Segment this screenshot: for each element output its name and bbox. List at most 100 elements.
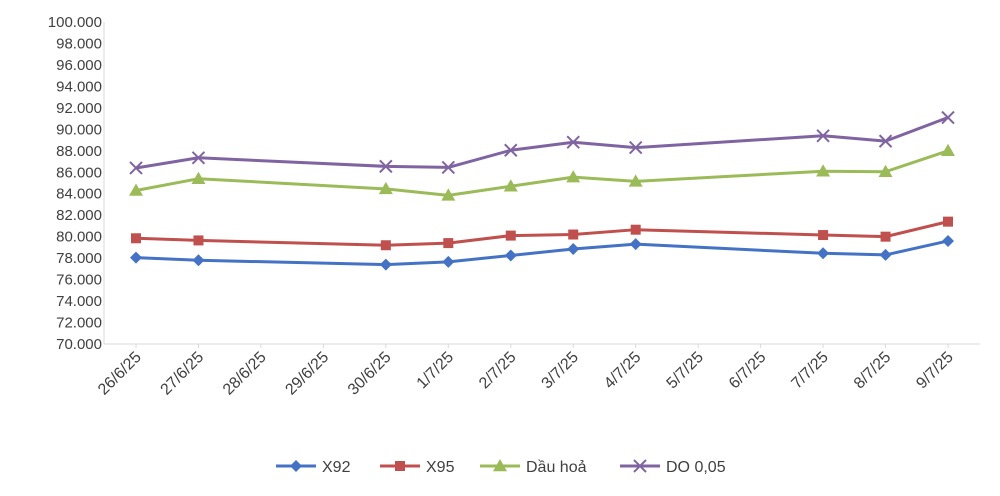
data-point-x92 xyxy=(567,243,580,256)
data-point-do-0-05-stroke xyxy=(504,143,518,157)
data-point-x95 xyxy=(880,231,891,242)
data-point-d-u-ho xyxy=(878,164,893,177)
legend-marker xyxy=(290,460,302,472)
y-tick-label: 94.000 xyxy=(56,78,102,95)
data-point-do-0-05-stroke xyxy=(379,159,393,174)
x-tick-label: 5/7/25 xyxy=(664,349,708,393)
data-point-d-u-ho xyxy=(566,170,581,183)
data-point-do-0-05 xyxy=(878,134,893,148)
legend-marker xyxy=(633,459,647,473)
x-tick-label: 28/6/25 xyxy=(220,349,270,399)
legend-label: X95 xyxy=(426,459,455,476)
series-line-d-u-ho xyxy=(134,149,950,197)
y-tick-label: 70.000 xyxy=(56,336,102,353)
data-point-do-0-05 xyxy=(628,140,643,155)
data-point-x92 xyxy=(629,238,642,251)
data-point-d-u-ho xyxy=(816,164,831,177)
series-line-x92 xyxy=(134,239,950,267)
data-point-x95 xyxy=(568,229,579,240)
data-point-do-0-05 xyxy=(816,129,830,143)
x-tick-label: 8/7/25 xyxy=(851,349,895,393)
y-tick-label: 90.000 xyxy=(56,121,102,138)
x-tick-label: 3/7/25 xyxy=(539,349,583,393)
series-layer xyxy=(129,110,955,271)
data-point-do-0-05-stroke xyxy=(441,160,456,175)
data-point-x92 xyxy=(442,255,455,268)
data-point-do-0-05 xyxy=(129,161,143,175)
x-tick-label: 9/7/25 xyxy=(913,349,957,393)
legend-marker xyxy=(395,461,405,471)
legend: X92 X95 Dầu hoả DO 0,05 xyxy=(276,459,726,476)
y-tick-label: 72.000 xyxy=(56,315,102,332)
data-point-x92 xyxy=(879,248,892,261)
legend-item-x95: X95 xyxy=(380,459,455,476)
axes: 70.000 72.000 74.000 76.000 78.000 80.000 82.0… xyxy=(48,14,980,399)
data-point-d-u-ho xyxy=(941,143,955,157)
data-point-x92 xyxy=(817,247,830,260)
legend-label: Dầu hoả xyxy=(526,459,587,476)
data-point-x92 xyxy=(504,249,517,262)
data-point-x92 xyxy=(192,254,205,267)
series-x95 xyxy=(131,216,953,251)
y-tick-label: 80.000 xyxy=(56,229,102,246)
x-tick-label: 30/6/25 xyxy=(345,349,395,399)
legend-item-d-u-ho: Dầu hoả xyxy=(480,459,587,476)
data-point-do-0-05-stroke xyxy=(191,151,206,165)
x-tick-label: 29/6/25 xyxy=(282,349,332,399)
data-point-x95 xyxy=(131,233,141,244)
data-point-x95 xyxy=(630,224,641,235)
data-point-do-0-05-stroke xyxy=(129,161,143,175)
legend-marker-stroke xyxy=(633,459,647,473)
data-point-do-0-05-stroke xyxy=(566,135,580,149)
data-point-x95 xyxy=(505,230,516,241)
data-point-do-0-05-stroke xyxy=(941,110,955,125)
y-tick-label: 84.000 xyxy=(56,186,102,203)
y-tick-label: 98.000 xyxy=(56,35,102,52)
data-point-d-u-ho xyxy=(441,188,456,201)
series-line-x95 xyxy=(134,220,950,247)
data-point-do-0-05 xyxy=(441,160,456,175)
data-point-d-u-ho xyxy=(628,174,643,187)
y-tick-label: 76.000 xyxy=(56,272,102,289)
data-point-x95 xyxy=(943,216,953,227)
data-point-x95 xyxy=(193,235,204,246)
data-point-x95 xyxy=(818,230,829,241)
y-tick-label: 78.000 xyxy=(56,250,102,267)
data-point-x92 xyxy=(379,258,392,271)
y-tick-label: 82.000 xyxy=(56,207,102,224)
data-point-x92 xyxy=(130,251,142,264)
data-point-do-0-05 xyxy=(941,110,955,125)
data-point-d-u-ho xyxy=(129,183,143,196)
x-tick-label: 26/6/25 xyxy=(95,349,145,399)
x-tick-label: 7/7/25 xyxy=(788,349,832,393)
series-x92 xyxy=(130,234,954,271)
data-point-x92 xyxy=(942,234,954,247)
data-point-do-0-05 xyxy=(379,159,393,174)
y-tick-label: 100.000 xyxy=(48,14,102,31)
series-d-u-ho xyxy=(129,143,955,201)
data-point-do-0-05-stroke xyxy=(878,134,893,148)
y-tick-label: 88.000 xyxy=(56,143,102,160)
data-point-d-u-ho xyxy=(191,171,206,184)
data-point-do-0-05-stroke xyxy=(816,129,830,143)
x-tick-label: 27/6/25 xyxy=(158,349,208,399)
legend-item-do-0-05: DO 0,05 xyxy=(620,459,726,476)
series-do-0-05 xyxy=(129,110,955,175)
x-tick-label: 2/7/25 xyxy=(476,349,520,393)
data-point-x95 xyxy=(380,240,391,251)
legend-marker xyxy=(493,459,507,472)
data-point-do-0-05 xyxy=(504,143,518,157)
legend-label: X92 xyxy=(322,459,351,476)
series-line-do-0-05 xyxy=(134,116,950,170)
x-tick-label: 6/7/25 xyxy=(726,349,770,393)
x-tick-label: 4/7/25 xyxy=(601,349,645,393)
y-tick-label: 92.000 xyxy=(56,100,102,117)
y-tick-label: 96.000 xyxy=(56,57,102,74)
data-point-d-u-ho xyxy=(503,179,518,192)
data-point-do-0-05-stroke xyxy=(628,140,643,155)
data-point-do-0-05 xyxy=(566,135,580,149)
data-point-x95 xyxy=(443,238,454,249)
y-tick-label: 74.000 xyxy=(56,293,102,310)
